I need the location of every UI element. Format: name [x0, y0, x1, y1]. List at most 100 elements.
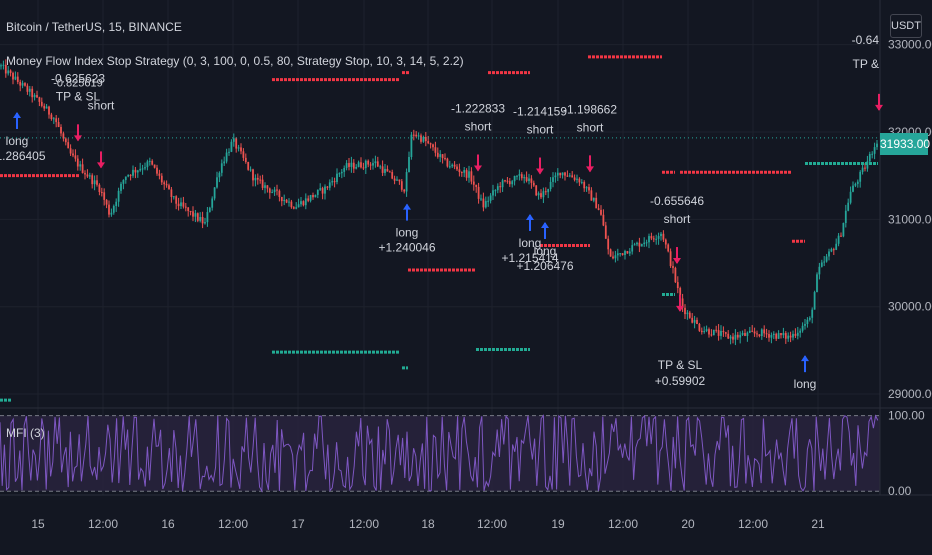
currency-button[interactable]: USDT	[890, 14, 922, 38]
candle-body	[516, 175, 518, 177]
candle-body	[837, 235, 840, 244]
candle-body	[285, 199, 288, 203]
candle-body	[621, 253, 624, 256]
candle-body	[446, 158, 449, 167]
candle-body	[36, 95, 38, 98]
candle-body	[355, 166, 358, 169]
mfi-axis-tick-label: 100.00	[888, 409, 925, 423]
candle-body	[98, 184, 101, 193]
candle-body	[828, 251, 830, 257]
candle-body	[576, 178, 578, 180]
candle-body	[861, 167, 864, 172]
candle-body	[340, 171, 343, 174]
candle-body	[448, 166, 451, 168]
candle-body	[369, 164, 372, 166]
candle-body	[28, 88, 31, 92]
candle-body	[386, 168, 389, 172]
candle-body	[81, 164, 84, 174]
candle-body	[703, 331, 706, 333]
candle-body	[823, 261, 826, 263]
candle-body	[655, 238, 658, 240]
candle-body	[873, 147, 876, 154]
signal-label: short	[88, 98, 115, 112]
candle-body	[158, 173, 161, 176]
candle-body	[607, 238, 610, 250]
candle-body	[787, 335, 790, 339]
candle-body	[201, 217, 204, 224]
time-axis-tick-label: 12:00	[738, 517, 768, 531]
candle-body	[633, 244, 636, 246]
candle-body	[0, 65, 2, 67]
candle-body	[772, 333, 775, 335]
candle-body	[732, 336, 734, 340]
candle-body	[876, 143, 878, 148]
candle-body	[585, 187, 588, 189]
candle-body	[612, 256, 614, 259]
candle-body	[813, 292, 816, 310]
time-axis-tick-label: 19	[551, 517, 565, 531]
candle-body	[840, 235, 842, 237]
candle-body	[792, 333, 794, 338]
candle-body	[93, 180, 96, 185]
candle-body	[79, 164, 82, 167]
candle-body	[134, 169, 137, 173]
candle-body	[638, 242, 641, 247]
candle-body	[153, 164, 156, 168]
candle-body	[614, 255, 617, 259]
candle-body	[144, 167, 146, 169]
candle-body	[746, 332, 749, 336]
short-signal-arrow-head	[536, 168, 544, 175]
candle-body	[38, 97, 41, 102]
candle-body	[45, 106, 48, 109]
short-signal-arrow-head	[673, 258, 681, 265]
time-axis-tick-label: 12:00	[88, 517, 118, 531]
candle-body	[232, 138, 235, 142]
candle-body	[681, 298, 684, 308]
candle-body	[64, 138, 67, 143]
candle-body	[259, 179, 262, 181]
signal-label: long	[519, 236, 542, 250]
mfi-axis-tick-label: 0.00	[888, 484, 912, 498]
time-axis-tick-label: 21	[811, 517, 825, 531]
candle-body	[21, 83, 24, 86]
candle-body	[379, 166, 382, 168]
candle-body	[415, 134, 418, 137]
candle-body	[811, 309, 814, 318]
signal-label: -0.64	[852, 33, 880, 47]
candle-body	[240, 147, 242, 152]
candle-body	[148, 160, 151, 162]
candle-body	[50, 114, 53, 120]
candle-body	[403, 189, 406, 192]
signal-value-label: +1.286405	[0, 149, 46, 163]
candle-body	[283, 199, 286, 202]
price-axis-tick-label: 29000.00	[888, 387, 932, 401]
candle-body	[482, 198, 485, 208]
candle-body	[580, 182, 583, 184]
candle-body	[451, 164, 454, 167]
candle-body	[688, 312, 691, 318]
candle-body	[453, 164, 456, 167]
candle-body	[597, 208, 600, 210]
candle-body	[348, 163, 350, 167]
candle-body	[396, 179, 398, 181]
candle-body	[120, 183, 122, 191]
signal-label: -0.625623	[51, 71, 105, 85]
candle-body	[189, 211, 192, 213]
candle-body	[739, 334, 742, 338]
candle-body	[468, 171, 470, 178]
short-signal-arrow-head	[97, 162, 105, 169]
candle-body	[556, 172, 559, 176]
candle-body	[230, 141, 233, 152]
candle-body	[362, 167, 365, 169]
candle-body	[628, 251, 631, 254]
candle-body	[324, 186, 326, 194]
candle-body	[168, 185, 170, 190]
candle-body	[604, 225, 607, 239]
candle-body	[441, 154, 444, 159]
candle-body	[91, 175, 94, 185]
candle-body	[206, 212, 209, 223]
time-axis-tick-label: 18	[421, 517, 435, 531]
candle-body	[124, 176, 127, 181]
